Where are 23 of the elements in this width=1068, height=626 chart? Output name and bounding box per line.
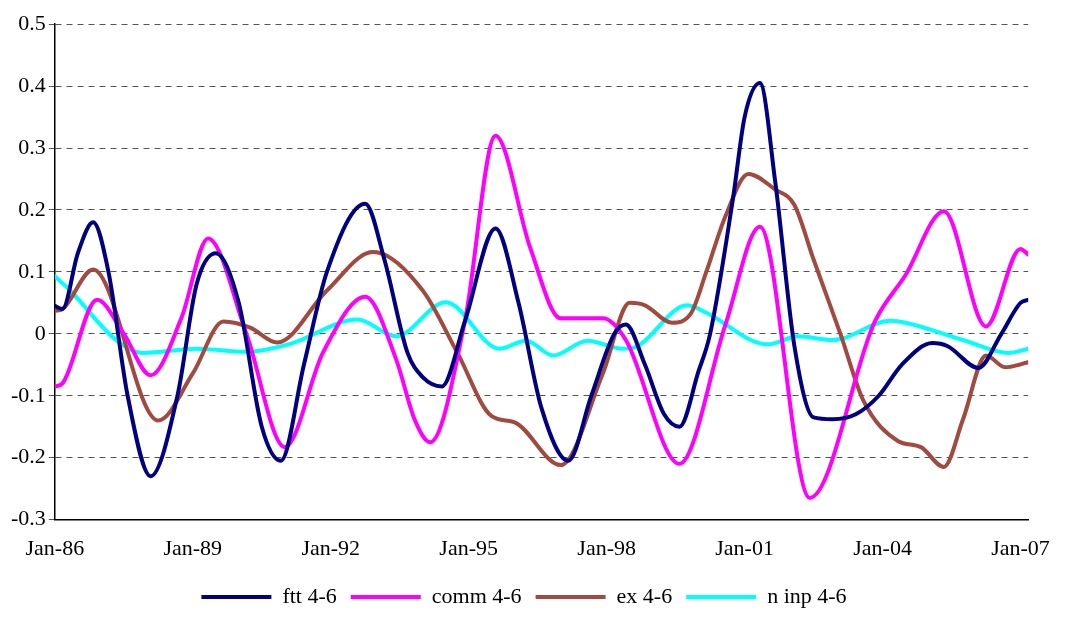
y-tick-label: 0.4 [18,71,46,97]
legend-label: ex 4-6 [616,582,673,608]
x-tick-label: Jan-01 [715,534,774,560]
y-tick-label: 0.1 [18,257,46,283]
line-series [54,133,1029,500]
x-tick-label: Jan-92 [301,534,361,560]
legend-label: n inp 4-6 [767,582,847,608]
legend-label: ftt 4-6 [282,582,337,608]
x-tick-label: Jan-04 [853,534,912,560]
y-tick-label: -0.2 [11,443,46,469]
y-tick-label: 0.5 [18,9,46,35]
line-series [54,81,1029,479]
x-tick-label: Jan-07 [991,534,1050,560]
x-tick-label: Jan-98 [577,534,636,560]
y-tick-label: -0.3 [11,505,46,531]
legend-label: comm 4-6 [431,582,522,608]
y-tick-label: 0.3 [18,133,46,159]
y-tick-label: 0 [34,319,46,345]
x-tick-label: Jan-86 [25,534,85,560]
x-tick-label: Jan-95 [439,534,499,560]
x-tick-label: Jan-89 [163,534,223,560]
y-tick-label: 0.2 [18,195,46,221]
y-tick-label: -0.1 [11,381,46,407]
